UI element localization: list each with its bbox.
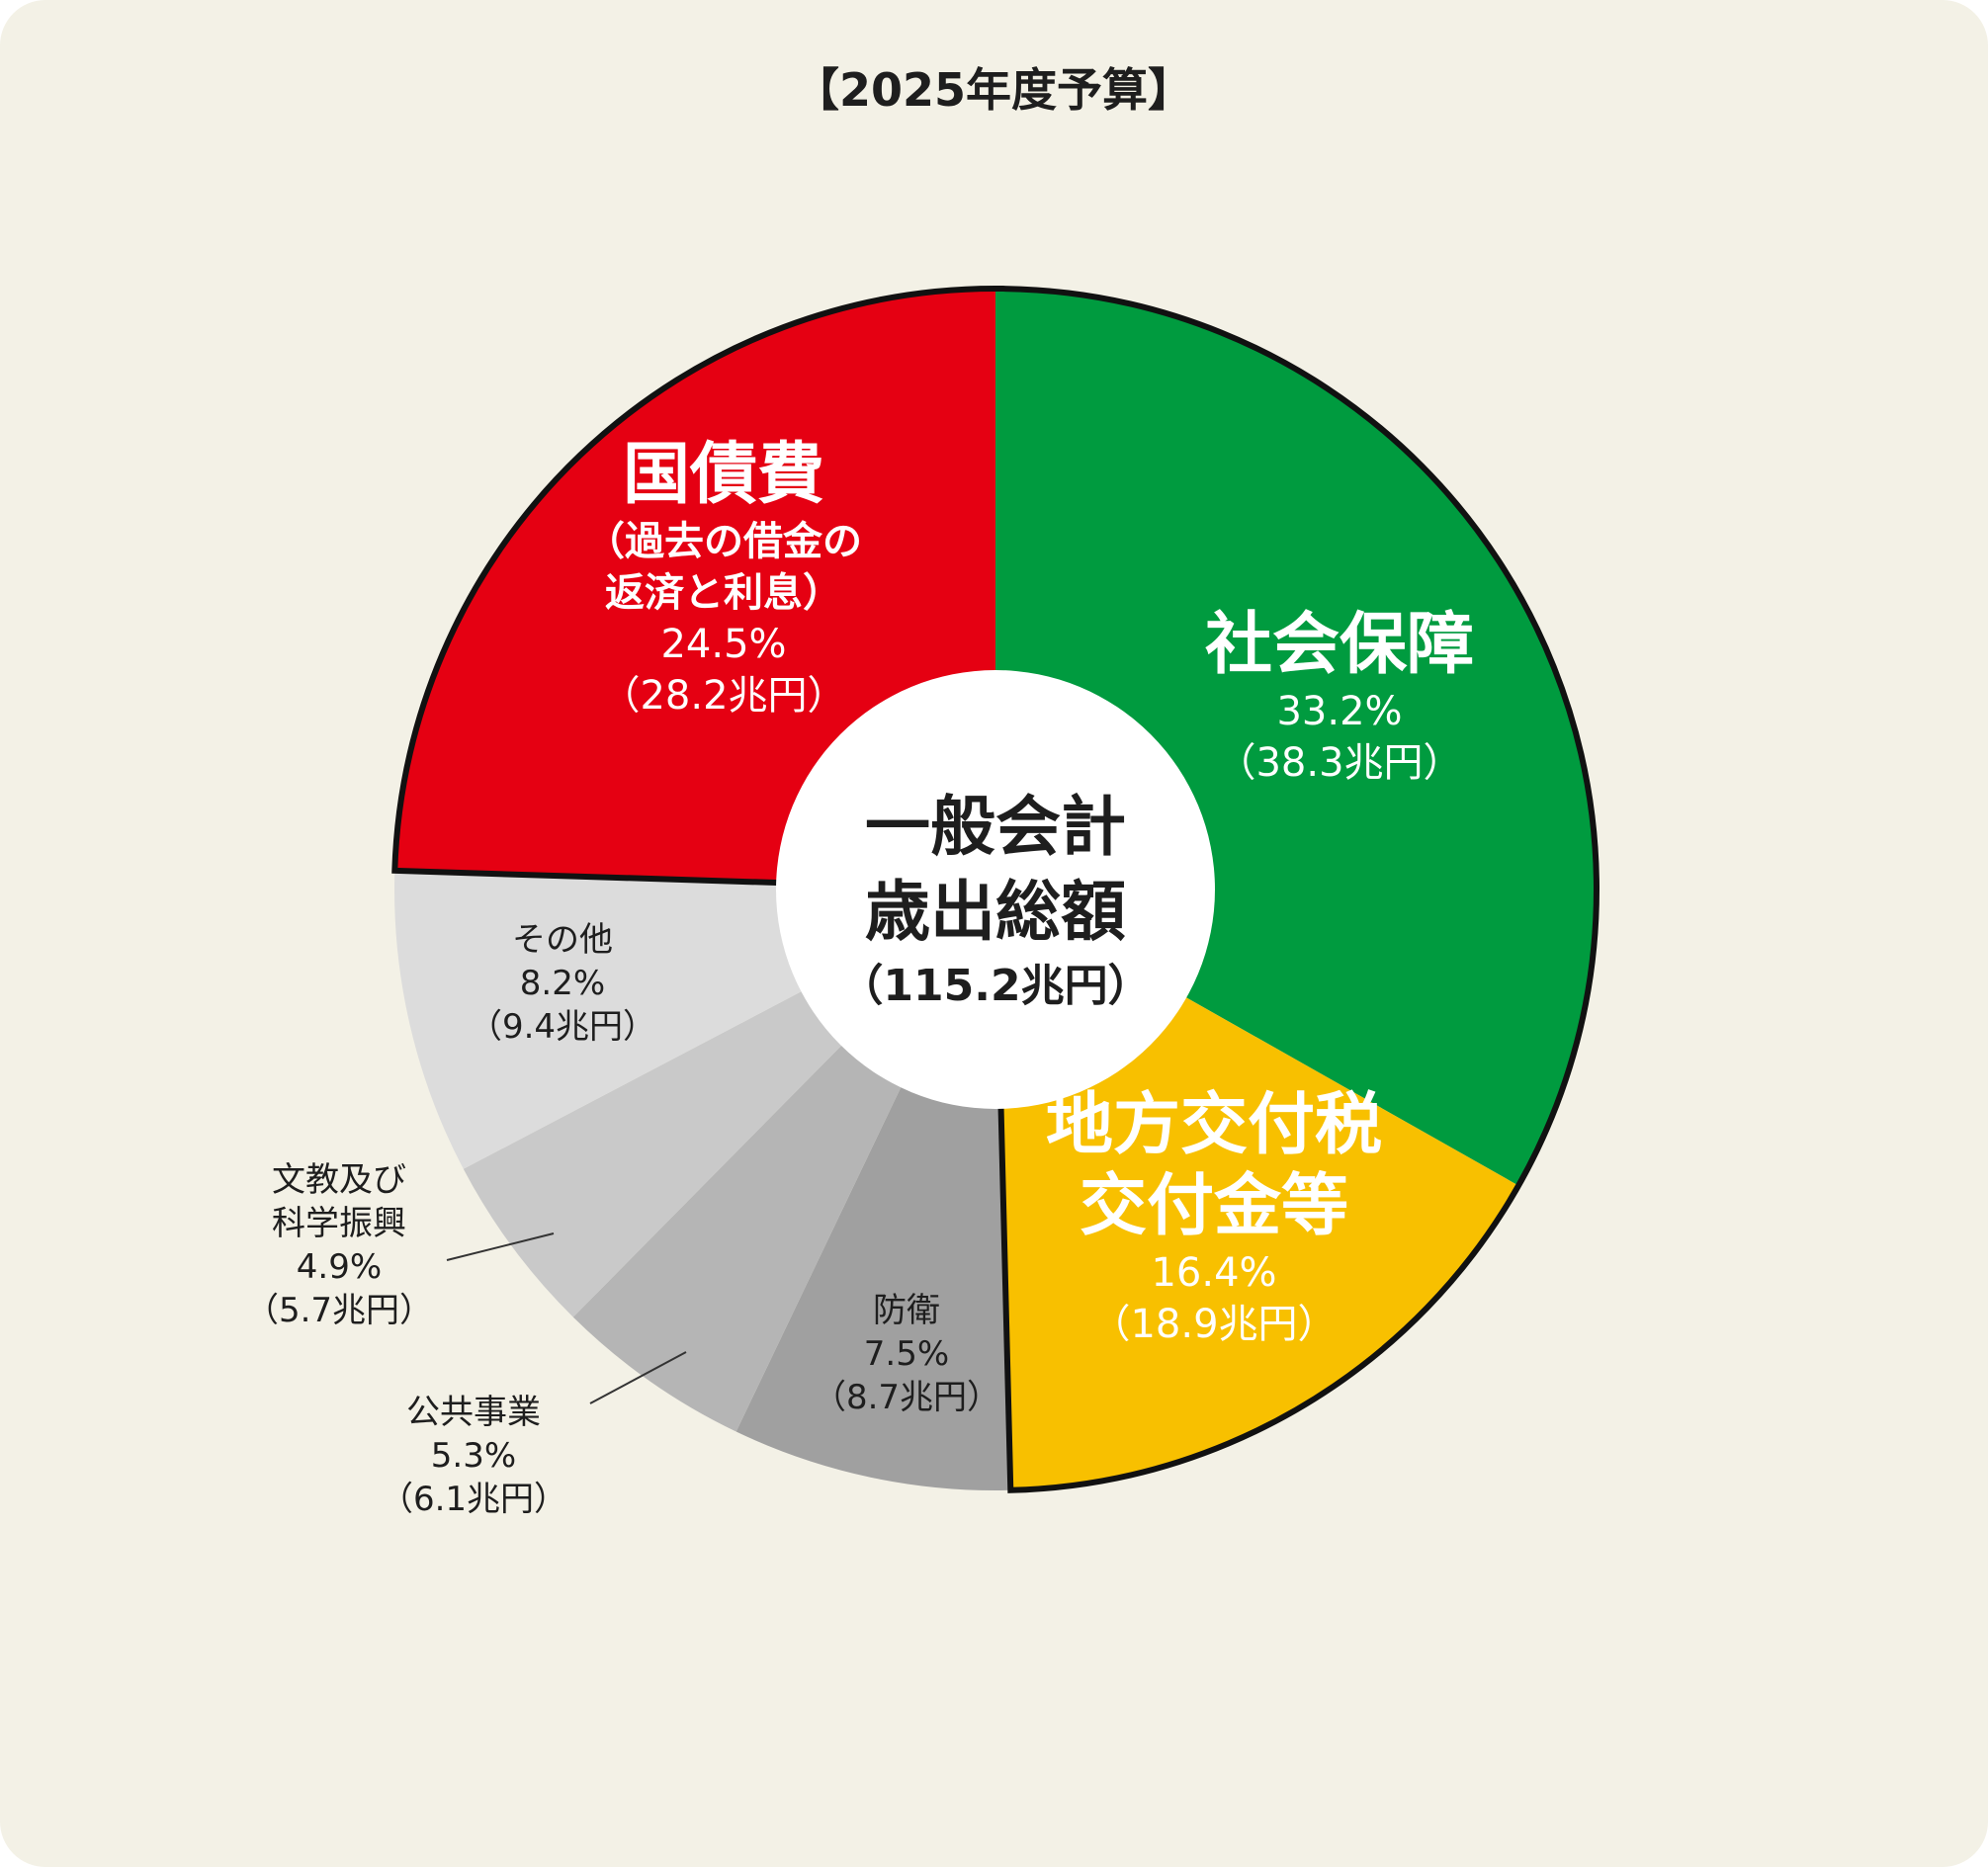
slice-subtitle: （過去の借金の — [585, 519, 862, 564]
slice-percent: 7.5% — [863, 1334, 950, 1374]
slice-amount: （6.1兆円） — [379, 1480, 568, 1519]
leader-line-public-works — [589, 1351, 687, 1404]
slice-name: 文教及び — [271, 1160, 406, 1200]
slice-label-social-security: 社会保障 33.2% （38.3兆円） — [1205, 605, 1474, 789]
slice-percent: 24.5% — [660, 622, 787, 667]
center-amount: （115.2兆円） — [839, 961, 1152, 1011]
chart-title: 【2025年度予算】 — [793, 63, 1194, 117]
slice-amount: （5.7兆円） — [244, 1291, 434, 1330]
slice-amount: （28.2兆円） — [600, 673, 847, 719]
center-line1: 一般会計 — [865, 789, 1126, 865]
major-group-outline — [391, 286, 1599, 1493]
slice-label-public-works: 公共事業 5.3% （6.1兆円） — [380, 1391, 567, 1521]
slice-amount: （18.9兆円） — [1090, 1302, 1338, 1347]
slice-label-local-tax: 地方交付税 交付金等 16.4% （18.9兆円） — [1046, 1085, 1382, 1350]
slice-percent: 16.4% — [1151, 1250, 1277, 1296]
slice-label-national-debt: 国債費 （過去の借金の 返済と利息） 24.5% （28.2兆円） — [585, 435, 862, 721]
center-label: 一般会計 歳出総額 （115.2兆円） — [839, 785, 1151, 1018]
slice-percent: 8.2% — [519, 964, 606, 1003]
slice-name: 国債費 — [622, 436, 824, 514]
slice-name: 交付金等 — [1079, 1167, 1349, 1245]
slice-amount: （9.4兆円） — [468, 1007, 657, 1047]
slice-percent: 33.2% — [1276, 689, 1403, 734]
slice-name: 社会保障 — [1204, 606, 1475, 684]
slice-name: 公共事業 — [405, 1393, 541, 1432]
slice-subtitle: 返済と利息） — [605, 570, 842, 616]
slice-label-defense: 防衛 7.5% （8.7兆円） — [813, 1289, 1000, 1419]
slice-name: 科学振興 — [271, 1204, 406, 1243]
slice-percent: 4.9% — [296, 1247, 383, 1287]
slice-label-other: その他 8.2% （9.4兆円） — [469, 918, 656, 1049]
slice-name: その他 — [511, 920, 613, 960]
center-hole — [776, 670, 1215, 1109]
leader-line-education — [446, 1232, 555, 1261]
center-line2: 歳出総額 — [865, 874, 1126, 950]
slice-name: 防衛 — [872, 1291, 940, 1330]
slice-amount: （8.7兆円） — [812, 1378, 1001, 1417]
slice-percent: 5.3% — [430, 1436, 517, 1476]
slice-name: 地方交付税 — [1045, 1086, 1383, 1164]
slice-label-education: 文教及び 科学振興 4.9% （5.7兆円） — [245, 1158, 433, 1332]
slice-amount: （38.3兆円） — [1216, 740, 1463, 786]
